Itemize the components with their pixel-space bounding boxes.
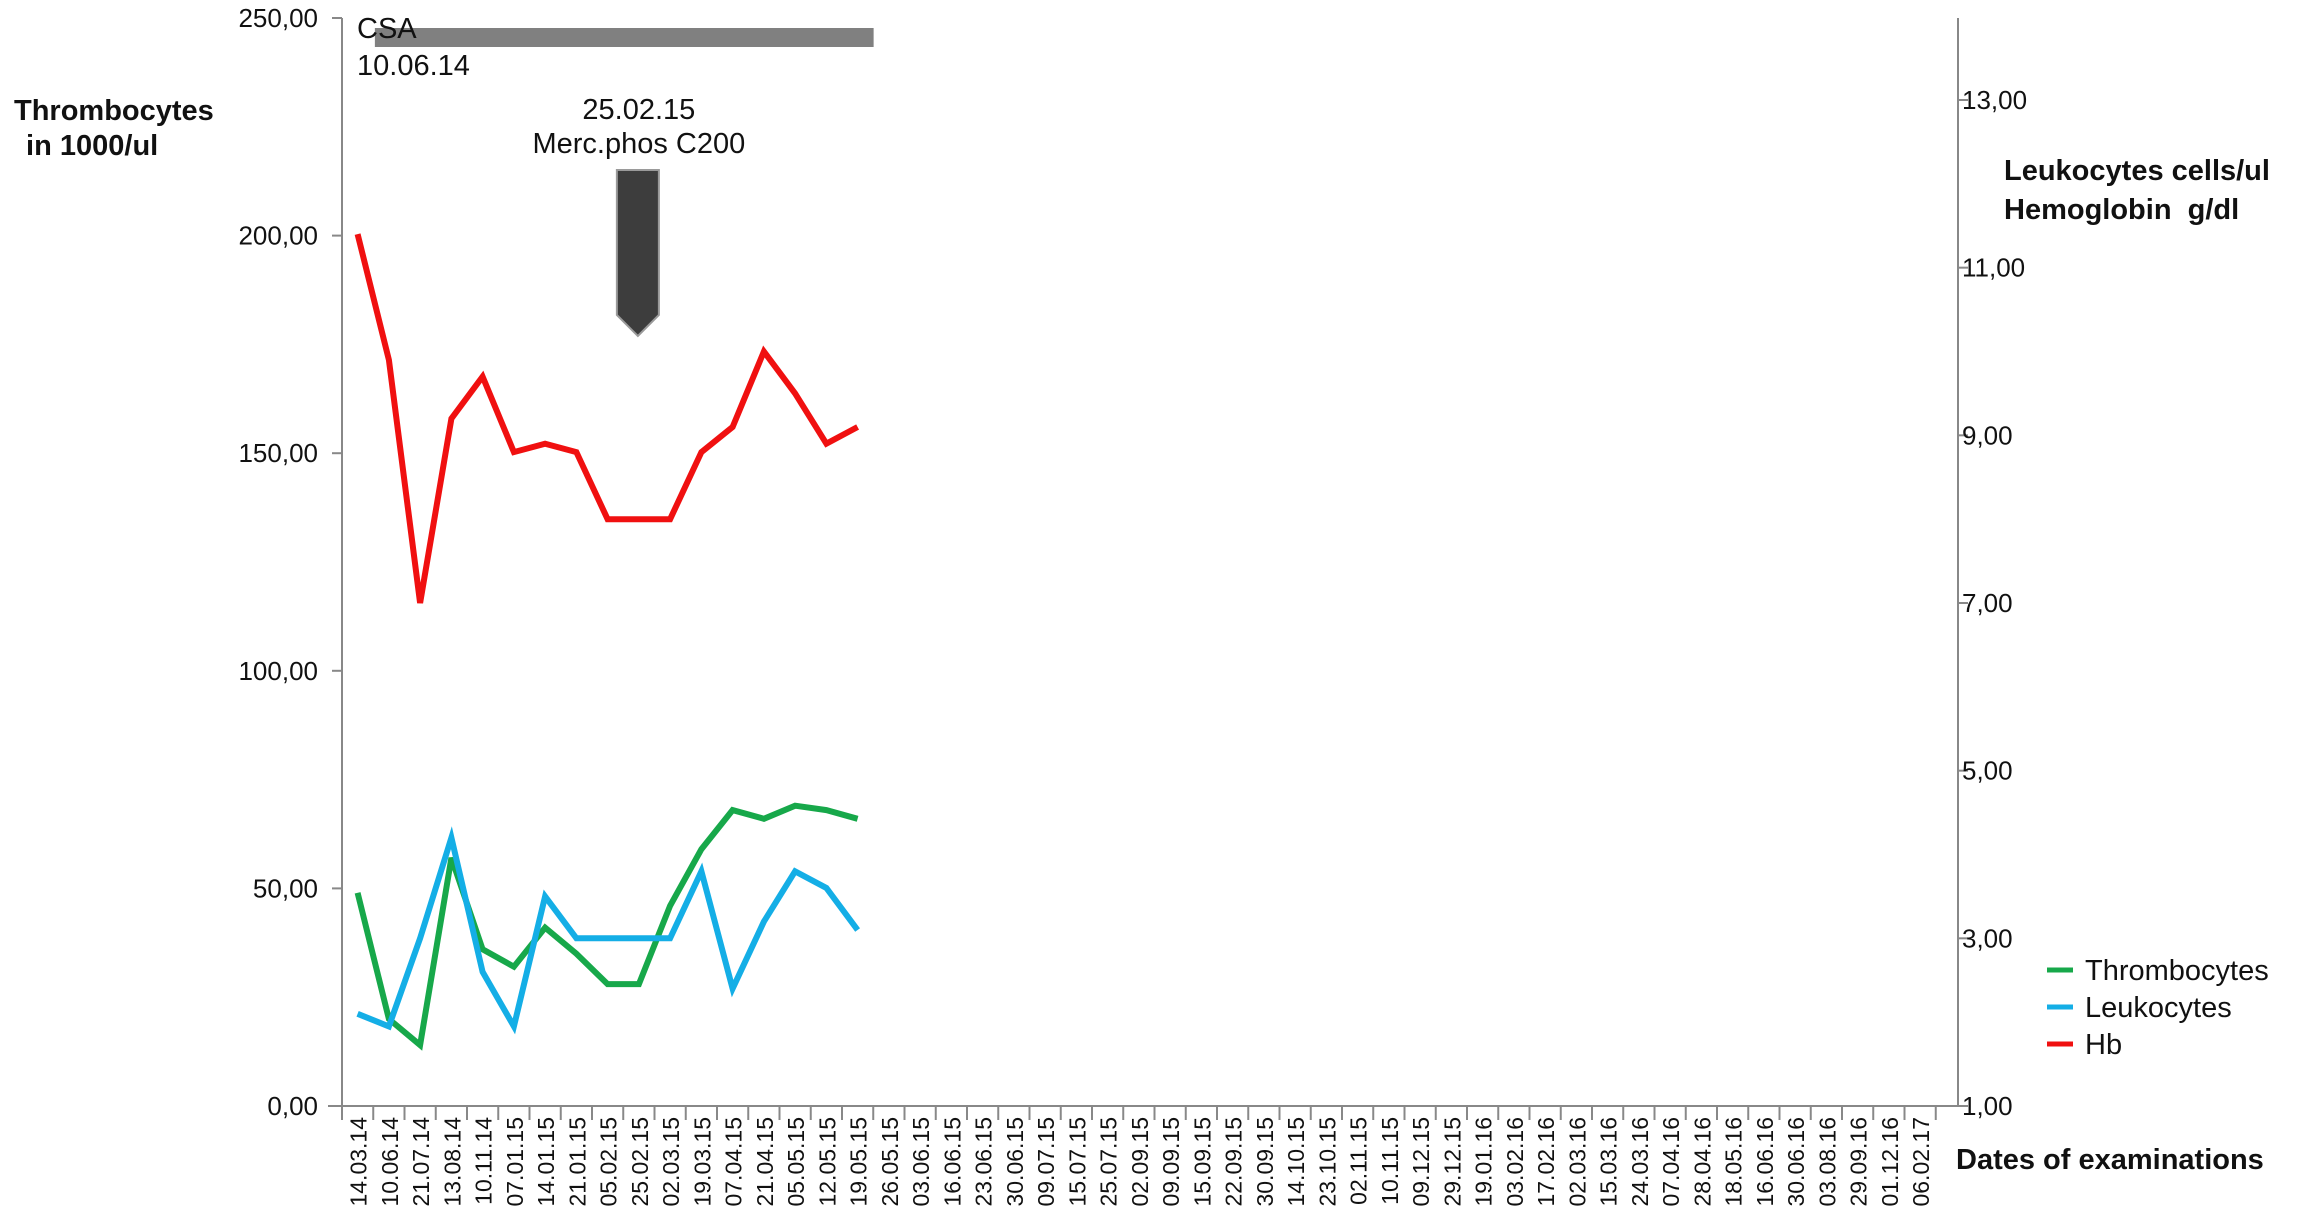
y-right-tick-label: 5,00	[1962, 756, 2013, 786]
x-tick-label: 21.07.14	[408, 1117, 434, 1207]
x-tick-label: 29.09.16	[1846, 1117, 1872, 1207]
x-tick-label: 16.06.16	[1752, 1117, 1778, 1207]
x-tick-label: 25.02.15	[627, 1117, 653, 1207]
x-tick-label: 05.02.15	[596, 1117, 622, 1207]
x-tick-label: 03.02.16	[1502, 1117, 1528, 1207]
x-tick-label: 07.04.15	[721, 1117, 747, 1207]
x-tick-label: 19.01.16	[1471, 1117, 1497, 1207]
y-right-tick-label: 13,00	[1962, 85, 2027, 115]
x-tick-label: 18.05.16	[1721, 1117, 1747, 1207]
y-left-title-line1: Thrombocytes	[14, 95, 214, 127]
x-tick-label: 09.12.15	[1408, 1117, 1434, 1207]
x-axis-title: Dates of examinations	[1956, 1144, 2264, 1176]
x-tick-label: 26.05.15	[877, 1117, 903, 1207]
x-tick-label: 17.02.16	[1533, 1117, 1559, 1207]
y-right-tick-label: 7,00	[1962, 588, 2013, 618]
x-tick-label: 07.01.15	[502, 1117, 528, 1207]
x-tick-label: 13.08.14	[439, 1117, 465, 1207]
series-line-hb	[354, 233, 860, 604]
series-line-thrombocytes	[354, 802, 859, 1051]
y-right-title-line1: Leukocytes cells/ul	[2004, 155, 2270, 187]
x-tick-label: 30.09.15	[1252, 1117, 1278, 1207]
x-tick-label: 03.06.15	[908, 1117, 934, 1207]
x-tick-label: 21.04.15	[752, 1117, 778, 1207]
merc-phos-label: Merc.phos C200	[532, 128, 745, 160]
x-tick-label: 12.05.15	[814, 1117, 840, 1207]
x-tick-label: 02.03.15	[658, 1117, 684, 1207]
y-left-title-line2: in 1000/ul	[18, 130, 158, 162]
y-right-tick-label: 11,00	[1962, 253, 2025, 283]
x-tick-label: 21.01.15	[564, 1117, 590, 1207]
ticks: 0,00 50,00 100,00 150,00 200,00 250,00 1,00 3,0…	[238, 3, 2027, 1207]
x-tick-label: 16.06.15	[939, 1117, 965, 1207]
merc-phos-date-label: 25.02.15	[582, 94, 695, 126]
x-tick-label: 14.03.14	[346, 1117, 372, 1207]
x-tick-label: 14.01.15	[533, 1117, 559, 1207]
x-tick-label: 05.05.15	[783, 1117, 809, 1207]
x-tick-label: 19.05.15	[846, 1117, 872, 1207]
y-left-tick-label: 50,00	[253, 873, 318, 903]
y-left-tick-label: 100,00	[238, 656, 318, 686]
x-tick-label: 03.08.16	[1814, 1117, 1840, 1207]
x-tick-label: 10.11.15	[1377, 1117, 1403, 1205]
axes	[328, 18, 1959, 1120]
x-tick-label: 02.03.16	[1564, 1117, 1590, 1207]
x-tick-label: 14.10.15	[1283, 1117, 1309, 1207]
x-tick-label: 15.07.15	[1064, 1117, 1090, 1207]
series-line-leukocytes	[356, 826, 861, 1035]
y-right-tick-label: 3,00	[1962, 923, 2013, 953]
y-left-tick-label: 250,00	[238, 3, 318, 33]
csa-label: CSA	[357, 13, 417, 45]
x-tick-label: 01.12.16	[1877, 1117, 1903, 1207]
legend: Thrombocytes Leukocytes Hb	[2047, 955, 2269, 1061]
x-tick-label: 30.06.15	[1002, 1117, 1028, 1207]
x-tick-label: 24.03.16	[1627, 1117, 1653, 1207]
x-tick-label: 09.07.15	[1033, 1117, 1059, 1207]
y-right-tick-label: 9,00	[1962, 420, 2013, 450]
legend-label-thrombocytes: Thrombocytes	[2085, 955, 2269, 987]
csa-date-label: 10.06.14	[357, 50, 470, 82]
x-tick-label: 22.09.15	[1221, 1117, 1247, 1207]
x-tick-label: 15.03.16	[1596, 1117, 1622, 1207]
y-left-tick-label: 0,00	[267, 1091, 318, 1121]
x-tick-label: 02.11.15	[1346, 1117, 1372, 1205]
x-tick-label: 28.04.16	[1689, 1117, 1715, 1207]
x-tick-label: 23.10.15	[1314, 1117, 1340, 1207]
x-tick-label: 25.07.15	[1096, 1117, 1122, 1207]
x-tick-label: 23.06.15	[971, 1117, 997, 1207]
x-tick-label: 09.09.15	[1158, 1117, 1184, 1207]
x-tick-label: 19.03.15	[689, 1117, 715, 1207]
x-tick-label: 10.06.14	[377, 1117, 403, 1207]
y-right-tick-label: 1,00	[1962, 1091, 2013, 1121]
legend-label-leukocytes: Leukocytes	[2085, 992, 2232, 1024]
merc-phos-arrow	[615, 169, 660, 338]
legend-label-hb: Hb	[2085, 1029, 2122, 1061]
x-tick-label: 29.12.15	[1439, 1117, 1465, 1207]
x-tick-label: 15.09.15	[1189, 1117, 1215, 1207]
x-tick-label: 07.04.16	[1658, 1117, 1684, 1207]
csa-bar	[374, 28, 874, 47]
x-tick-label: 02.09.15	[1127, 1117, 1153, 1207]
y-right-title-line2: Hemoglobin g/dl	[2004, 194, 2239, 226]
y-left-tick-label: 150,00	[238, 438, 318, 468]
x-tick-label: 10.11.14	[471, 1117, 497, 1205]
x-tick-label: 06.02.17	[1908, 1117, 1934, 1207]
series-lines	[354, 233, 861, 1051]
y-left-tick-label: 200,00	[238, 221, 318, 251]
x-tick-label: 30.06.16	[1783, 1117, 1809, 1207]
